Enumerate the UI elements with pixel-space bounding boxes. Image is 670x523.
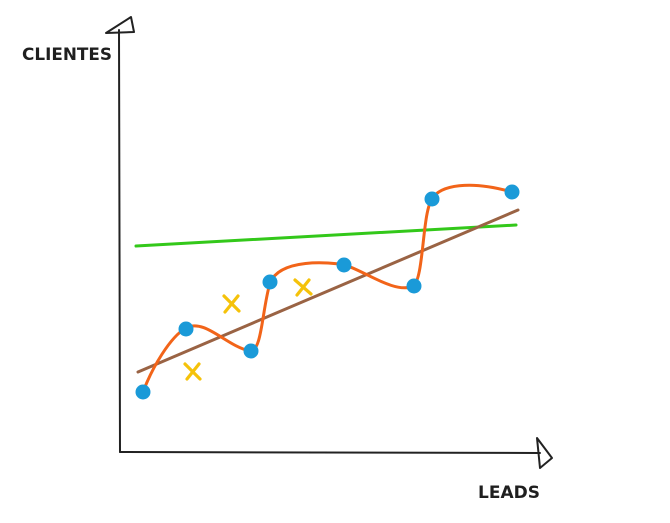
flat-line	[134, 223, 518, 248]
data-point	[178, 321, 194, 337]
data-points	[135, 184, 520, 400]
x-axis-line	[119, 451, 541, 454]
data-point	[336, 257, 352, 273]
cross-icon	[222, 294, 241, 314]
data-point	[243, 343, 259, 359]
x-arrow-icon	[536, 437, 553, 469]
data-point	[424, 191, 440, 207]
fit-line	[136, 208, 520, 374]
y-axis-line	[118, 29, 121, 453]
axes	[105, 16, 553, 469]
data-point	[504, 184, 520, 200]
crosses	[183, 278, 313, 381]
x-axis-label: LEADS	[478, 483, 540, 503]
y-axis-label: CLIENTES	[22, 45, 112, 65]
data-point	[135, 384, 151, 400]
data-point	[262, 274, 278, 290]
overfit-curve	[141, 183, 514, 394]
y-arrow-icon	[105, 16, 135, 34]
cross-icon	[293, 278, 313, 297]
data-point	[406, 278, 422, 294]
cross-icon	[183, 362, 202, 381]
